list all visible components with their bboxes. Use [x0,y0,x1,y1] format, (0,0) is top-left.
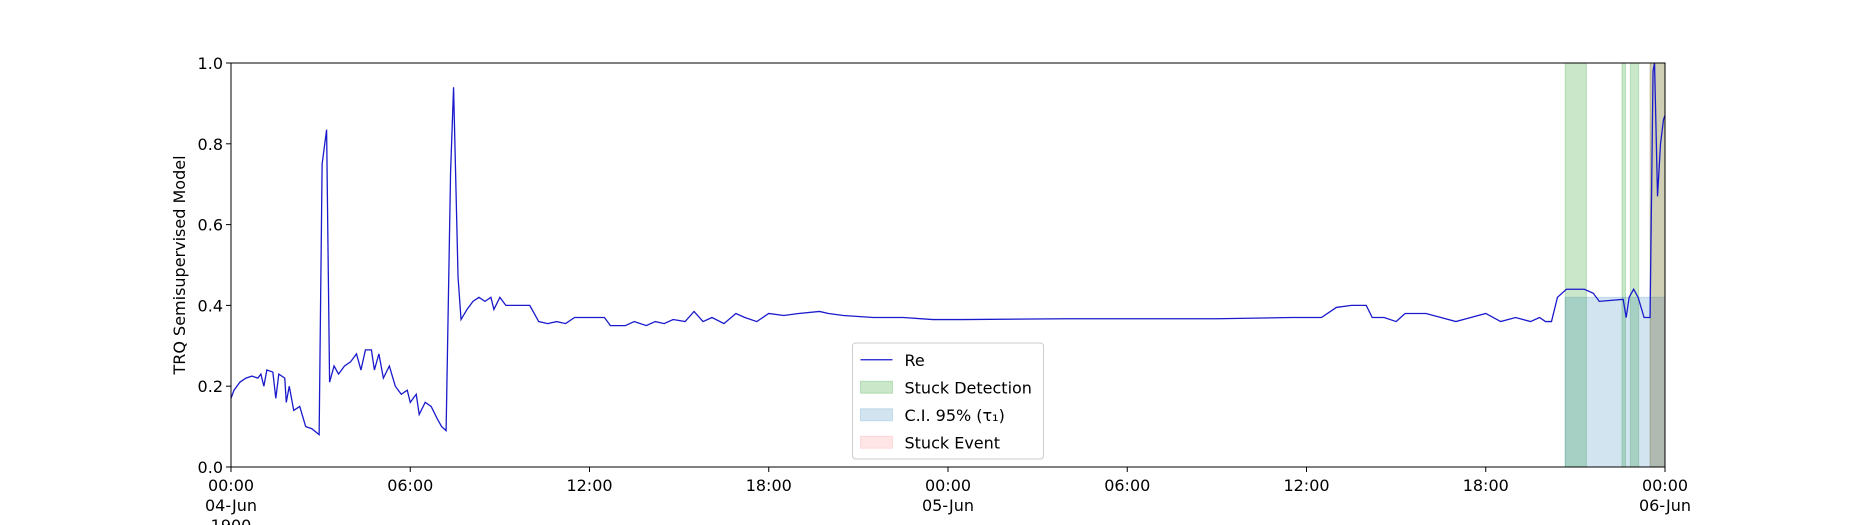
x-tick-label: 06:00 [387,476,433,495]
x-tick-label: 18:00 [746,476,792,495]
y-axis-label: TRQ Semisupervised Model [170,155,189,375]
legend-label: Re [905,351,925,370]
legend-label: Stuck Detection [905,378,1032,397]
y-tick-label: 0.4 [198,296,223,315]
x-tick-label: 06:00 [1104,476,1150,495]
x-tick-label: 12:00 [566,476,612,495]
line [230,62,1666,437]
y-tick-label: 0.0 [198,458,223,477]
legend-swatch [860,408,893,422]
legend-label: C.I. 95% (τ₁) [905,406,1005,425]
x-tick-label: 12:00 [1283,476,1329,495]
x-tick-label: 18:00 [1463,476,1509,495]
legend-label: Stuck Event [905,433,1001,452]
y-tick-label: 1.0 [198,54,223,73]
x-tick-label: 00:00 05-Jun [922,476,974,515]
y-tick-label: 0.6 [198,216,223,235]
legend-swatch [860,380,893,394]
legend-box [852,342,1044,460]
x-tick-label: 00:00 06-Jun [1639,476,1691,515]
y-tick-label: 0.8 [198,135,223,154]
legend-swatch [860,435,893,449]
y-tick-label: 0.2 [198,377,223,396]
